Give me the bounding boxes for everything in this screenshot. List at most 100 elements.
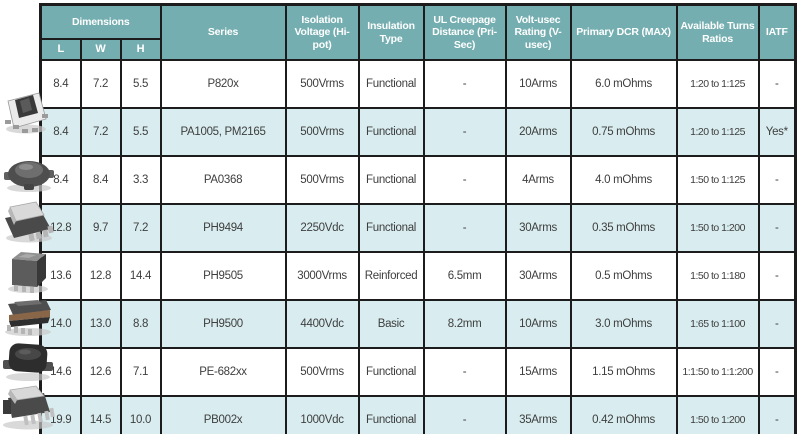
- cell-insulation-type: Functional: [357, 203, 425, 253]
- cell-turns-ratios: 1:50 to 1:125: [675, 155, 760, 205]
- cell-volt-usec: 4Arms: [504, 155, 572, 205]
- table-header: Dimensions Series Isolation Voltage (Hi-…: [39, 3, 797, 61]
- table-row: 13.6 12.8 14.4 PH9505 3000Vrms Reinforce…: [39, 251, 797, 301]
- cell-ul-creepage: 6.5mm: [422, 251, 507, 301]
- col-header-series: Series: [159, 3, 287, 61]
- product-photo-pe682xx: [2, 337, 54, 383]
- product-photo-pa0368: [4, 152, 54, 194]
- cell-dim-h: 3.3: [119, 155, 162, 205]
- col-header-primary-dcr: Primary DCR (MAX): [569, 3, 678, 61]
- cell-insulation-type: Basic: [357, 299, 425, 349]
- product-photo-ph9494: [1, 196, 55, 244]
- table-row: 8.4 7.2 5.5 P820x 500Vrms Functional - 1…: [39, 59, 797, 109]
- cell-dim-h: 10.0: [119, 395, 162, 434]
- cell-iatf: -: [757, 251, 797, 301]
- cell-primary-dcr: 1.15 mOhms: [569, 347, 678, 397]
- cell-isolation-voltage: 1000Vdc: [284, 395, 360, 434]
- cell-primary-dcr: 3.0 mOhms: [569, 299, 678, 349]
- cell-volt-usec: 35Arms: [504, 395, 572, 434]
- col-header-insulation-type: Insulation Type: [357, 3, 425, 61]
- cell-dim-w: 14.5: [79, 395, 122, 434]
- table-row: 14.0 13.0 8.8 PH9500 4400Vdc Basic 8.2mm…: [39, 299, 797, 349]
- cell-insulation-type: Reinforced: [357, 251, 425, 301]
- cell-iatf: -: [757, 299, 797, 349]
- cell-ul-creepage: -: [422, 59, 507, 109]
- col-header-w: W: [79, 38, 122, 61]
- cell-iatf: -: [757, 155, 797, 205]
- cell-iatf: -: [757, 203, 797, 253]
- cell-dim-w: 9.7: [79, 203, 122, 253]
- cell-primary-dcr: 0.35 mOhms: [569, 203, 678, 253]
- cell-dim-w: 7.2: [79, 59, 122, 109]
- table-row: 19.9 14.5 10.0 PB002x 1000Vdc Functional…: [39, 395, 797, 434]
- cell-volt-usec: 30Arms: [504, 203, 572, 253]
- cell-series: PB002x: [159, 395, 287, 434]
- cell-turns-ratios: 1:20 to 1:125: [675, 59, 760, 109]
- product-photo-pb002x: [0, 381, 56, 431]
- cell-turns-ratios: 1:50 to 1:180: [675, 251, 760, 301]
- table-row: 12.8 9.7 7.2 PH9494 2250Vdc Functional -…: [39, 203, 797, 253]
- col-header-volt-usec: Volt-usec Rating (V-usec): [504, 3, 572, 61]
- cell-turns-ratios: 1:65 to 1:100: [675, 299, 760, 349]
- spec-table: Dimensions Series Isolation Voltage (Hi-…: [39, 3, 798, 434]
- cell-iatf: Yes*: [757, 107, 797, 157]
- cell-series: PH9494: [159, 203, 287, 253]
- cell-insulation-type: Functional: [357, 155, 425, 205]
- cell-ul-creepage: -: [422, 155, 507, 205]
- cell-turns-ratios: 1:50 to 1:200: [675, 395, 760, 434]
- cell-dim-h: 5.5: [119, 107, 162, 157]
- cell-series: PH9500: [159, 299, 287, 349]
- cell-dim-h: 7.2: [119, 203, 162, 253]
- cell-ul-creepage: 8.2mm: [422, 299, 507, 349]
- cell-ul-creepage: -: [422, 107, 507, 157]
- cell-dim-w: 12.8: [79, 251, 122, 301]
- cell-dim-l: 14.0: [39, 299, 82, 349]
- cell-isolation-voltage: 500Vrms: [284, 59, 360, 109]
- cell-volt-usec: 20Arms: [504, 107, 572, 157]
- cell-ul-creepage: -: [422, 395, 507, 434]
- cell-series: PA1005, PM2165: [159, 107, 287, 157]
- cell-dim-l: 8.4: [39, 59, 82, 109]
- product-photo-ph9500: [2, 292, 54, 338]
- cell-insulation-type: Functional: [357, 347, 425, 397]
- cell-volt-usec: 30Arms: [504, 251, 572, 301]
- cell-primary-dcr: 0.5 mOhms: [569, 251, 678, 301]
- cell-dim-h: 7.1: [119, 347, 162, 397]
- cell-turns-ratios: 1:1:50 to 1:1:200: [675, 347, 760, 397]
- cell-primary-dcr: 0.42 mOhms: [569, 395, 678, 434]
- col-header-l: L: [39, 38, 82, 61]
- cell-isolation-voltage: 3000Vrms: [284, 251, 360, 301]
- cell-series: PA0368: [159, 155, 287, 205]
- cell-turns-ratios: 1:20 to 1:125: [675, 107, 760, 157]
- product-photo-ph9505: [4, 246, 52, 294]
- cell-turns-ratios: 1:50 to 1:200: [675, 203, 760, 253]
- cell-dim-w: 7.2: [79, 107, 122, 157]
- cell-iatf: -: [757, 59, 797, 109]
- col-header-isolation-voltage: Isolation Voltage (Hi-pot): [284, 3, 360, 61]
- cell-dim-w: 13.0: [79, 299, 122, 349]
- cell-iatf: -: [757, 347, 797, 397]
- cell-isolation-voltage: 500Vrms: [284, 155, 360, 205]
- cell-series: P820x: [159, 59, 287, 109]
- cell-insulation-type: Functional: [357, 107, 425, 157]
- cell-iatf: -: [757, 395, 797, 434]
- col-header-ul-creepage: UL Creepage Distance (Pri-Sec): [422, 3, 507, 61]
- col-header-h: H: [119, 38, 162, 61]
- cell-dim-l: 14.6: [39, 347, 82, 397]
- cell-volt-usec: 10Arms: [504, 299, 572, 349]
- cell-isolation-voltage: 500Vrms: [284, 347, 360, 397]
- col-header-iatf: IATF: [757, 3, 797, 61]
- cell-primary-dcr: 6.0 mOhms: [569, 59, 678, 109]
- cell-isolation-voltage: 2250Vdc: [284, 203, 360, 253]
- cell-dim-h: 5.5: [119, 59, 162, 109]
- table-body: 8.4 7.2 5.5 P820x 500Vrms Functional - 1…: [39, 59, 797, 434]
- col-header-turns-ratios: Available Turns Ratios: [675, 3, 760, 61]
- cell-primary-dcr: 4.0 mOhms: [569, 155, 678, 205]
- product-photo-p820x-pa1005: [2, 84, 50, 136]
- cell-isolation-voltage: 500Vrms: [284, 107, 360, 157]
- cell-ul-creepage: -: [422, 203, 507, 253]
- cell-series: PH9505: [159, 251, 287, 301]
- cell-volt-usec: 15Arms: [504, 347, 572, 397]
- table-row: 8.4 7.2 5.5 PA1005, PM2165 500Vrms Funct…: [39, 107, 797, 157]
